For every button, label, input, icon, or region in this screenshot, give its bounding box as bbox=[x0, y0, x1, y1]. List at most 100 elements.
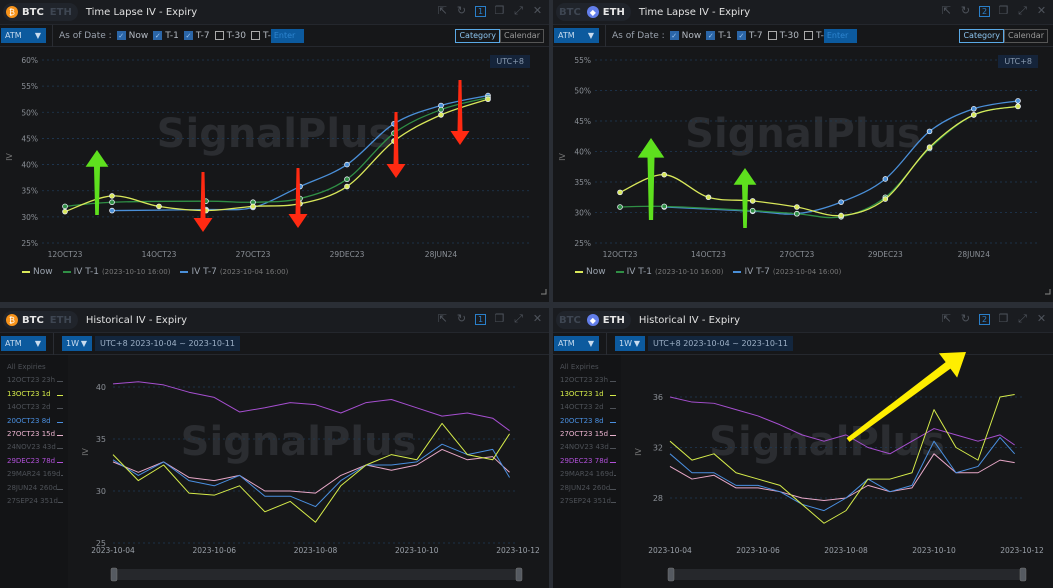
checkbox-box[interactable]: ✓ bbox=[153, 31, 163, 40]
expiry-item[interactable]: 12OCT23 23h bbox=[553, 374, 621, 387]
window-number-badge[interactable]: 2 bbox=[979, 313, 990, 325]
zoom-slider-handle[interactable] bbox=[515, 567, 523, 582]
data-point[interactable] bbox=[344, 161, 350, 168]
mode-select[interactable]: ATM ▼ bbox=[554, 336, 599, 351]
asset-tab-eth[interactable]: ETH bbox=[602, 6, 625, 18]
checkbox-t-1[interactable]: ✓ T-1 bbox=[153, 31, 179, 41]
close-icon[interactable]: ✕ bbox=[1036, 312, 1047, 325]
checkbox-t-[interactable]: T- bbox=[250, 31, 271, 41]
data-point[interactable] bbox=[794, 204, 800, 210]
checkbox-box[interactable] bbox=[767, 31, 777, 40]
data-point[interactable] bbox=[617, 204, 623, 210]
data-point[interactable] bbox=[970, 105, 977, 112]
data-point[interactable] bbox=[838, 212, 844, 219]
duplicate-icon[interactable]: ❐ bbox=[998, 4, 1009, 17]
data-point[interactable] bbox=[838, 199, 844, 205]
data-point[interactable] bbox=[203, 207, 209, 214]
data-point[interactable] bbox=[926, 144, 933, 151]
data-point[interactable] bbox=[438, 112, 444, 118]
external-link-icon[interactable]: ⇱ bbox=[437, 312, 448, 325]
close-icon[interactable]: ✕ bbox=[532, 312, 543, 325]
data-point[interactable] bbox=[749, 207, 756, 214]
data-point[interactable] bbox=[926, 128, 933, 135]
checkbox-t-7[interactable]: ✓ T-7 bbox=[736, 31, 763, 41]
legend-item[interactable]: Now bbox=[575, 267, 606, 277]
data-point[interactable] bbox=[661, 203, 668, 210]
view-tab-category[interactable]: Category bbox=[959, 29, 1005, 43]
refresh-icon[interactable]: ↻ bbox=[456, 4, 467, 17]
duplicate-icon[interactable]: ❐ bbox=[998, 312, 1009, 325]
mode-select[interactable]: ATM ▼ bbox=[554, 28, 599, 43]
zoom-slider-track[interactable] bbox=[113, 569, 520, 580]
data-point[interactable] bbox=[1015, 98, 1021, 104]
checkbox-t-7[interactable]: ✓ T-7 bbox=[183, 31, 210, 41]
expiry-all[interactable]: All Expiries bbox=[560, 363, 599, 371]
data-point[interactable] bbox=[661, 171, 668, 178]
checkbox-t-1[interactable]: ✓ T-1 bbox=[706, 31, 732, 41]
data-point[interactable] bbox=[438, 106, 444, 113]
data-point[interactable] bbox=[297, 183, 303, 190]
checkbox-box[interactable]: ✓ bbox=[706, 31, 716, 40]
window-number-badge[interactable]: 1 bbox=[475, 313, 486, 325]
close-icon[interactable]: ✕ bbox=[532, 4, 543, 17]
duplicate-icon[interactable]: ❐ bbox=[494, 312, 505, 325]
expand-icon[interactable]: ⤢ bbox=[1018, 312, 1027, 325]
refresh-icon[interactable]: ↻ bbox=[456, 312, 467, 325]
period-select[interactable]: 1W ▼ bbox=[62, 336, 92, 351]
expiry-item[interactable]: 20OCT23 8d bbox=[553, 415, 621, 428]
custom-days-input[interactable]: Enter bbox=[270, 28, 304, 43]
data-point[interactable] bbox=[344, 183, 350, 190]
expiry-item[interactable]: 13OCT23 1d bbox=[553, 388, 621, 401]
asset-tab-btc[interactable]: BTC bbox=[22, 6, 44, 18]
mode-select[interactable]: ATM ▼ bbox=[1, 28, 46, 43]
checkbox-t-[interactable]: T- bbox=[803, 31, 824, 41]
expiry-item[interactable]: 28JUN24 260d bbox=[553, 482, 621, 495]
checkbox-now[interactable]: ✓ Now bbox=[116, 31, 148, 41]
checkbox-box[interactable] bbox=[250, 31, 260, 40]
expand-icon[interactable]: ⤢ bbox=[514, 312, 523, 325]
data-point[interactable] bbox=[109, 207, 115, 214]
data-point[interactable] bbox=[344, 176, 350, 183]
custom-days-input[interactable]: Enter bbox=[823, 28, 857, 43]
close-icon[interactable]: ✕ bbox=[1036, 4, 1047, 17]
legend-item[interactable]: IV T-1 (2023-10-10 16:00) bbox=[615, 267, 723, 277]
expiry-item[interactable]: 27SEP24 351d bbox=[553, 495, 621, 508]
data-point[interactable] bbox=[882, 196, 889, 202]
expand-icon[interactable]: ⤢ bbox=[1018, 4, 1027, 17]
asset-tab-btc[interactable]: BTC bbox=[559, 314, 581, 326]
expiry-item[interactable]: 29MAR24 169d bbox=[553, 468, 621, 481]
view-tab-category[interactable]: Category bbox=[455, 29, 501, 43]
expiry-item[interactable]: 29DEC23 78d bbox=[0, 455, 68, 468]
checkbox-box[interactable]: ✓ bbox=[736, 31, 746, 40]
checkbox-box[interactable] bbox=[214, 31, 224, 40]
legend-item[interactable]: IV T-7 (2023-10-04 16:00) bbox=[180, 267, 288, 277]
asset-tab-eth[interactable]: ETH bbox=[49, 314, 72, 326]
expiry-item[interactable]: 14OCT23 2d bbox=[0, 401, 68, 414]
asset-tab-eth[interactable]: ETH bbox=[602, 314, 625, 326]
checkbox-box[interactable]: ✓ bbox=[183, 31, 193, 40]
duplicate-icon[interactable]: ❐ bbox=[494, 4, 505, 17]
expiry-item[interactable]: 24NOV23 43d bbox=[553, 441, 621, 454]
period-select[interactable]: 1W ▼ bbox=[615, 336, 645, 351]
data-point[interactable] bbox=[391, 138, 397, 144]
zoom-slider-handle[interactable] bbox=[1019, 567, 1027, 582]
window-number-badge[interactable]: 2 bbox=[979, 5, 990, 17]
data-point[interactable] bbox=[485, 96, 491, 103]
data-point[interactable] bbox=[882, 176, 889, 182]
checkbox-t-30[interactable]: T-30 bbox=[214, 31, 246, 41]
mode-select[interactable]: ATM ▼ bbox=[1, 336, 46, 351]
expiry-item[interactable]: 27OCT23 15d bbox=[553, 428, 621, 441]
checkbox-box[interactable]: ✓ bbox=[669, 31, 679, 40]
external-link-icon[interactable]: ⇱ bbox=[941, 4, 952, 17]
legend-item[interactable]: Now bbox=[22, 267, 53, 277]
data-point[interactable] bbox=[617, 189, 623, 196]
data-point[interactable] bbox=[391, 120, 397, 127]
asset-tab-btc[interactable]: BTC bbox=[22, 314, 44, 326]
checkbox-t-30[interactable]: T-30 bbox=[767, 31, 799, 41]
data-point[interactable] bbox=[705, 194, 712, 201]
view-tab-calendar[interactable]: Calendar bbox=[1004, 29, 1048, 43]
data-point[interactable] bbox=[391, 130, 397, 136]
data-point[interactable] bbox=[970, 112, 977, 118]
resize-handle[interactable] bbox=[541, 289, 547, 295]
refresh-icon[interactable]: ↻ bbox=[960, 4, 971, 17]
